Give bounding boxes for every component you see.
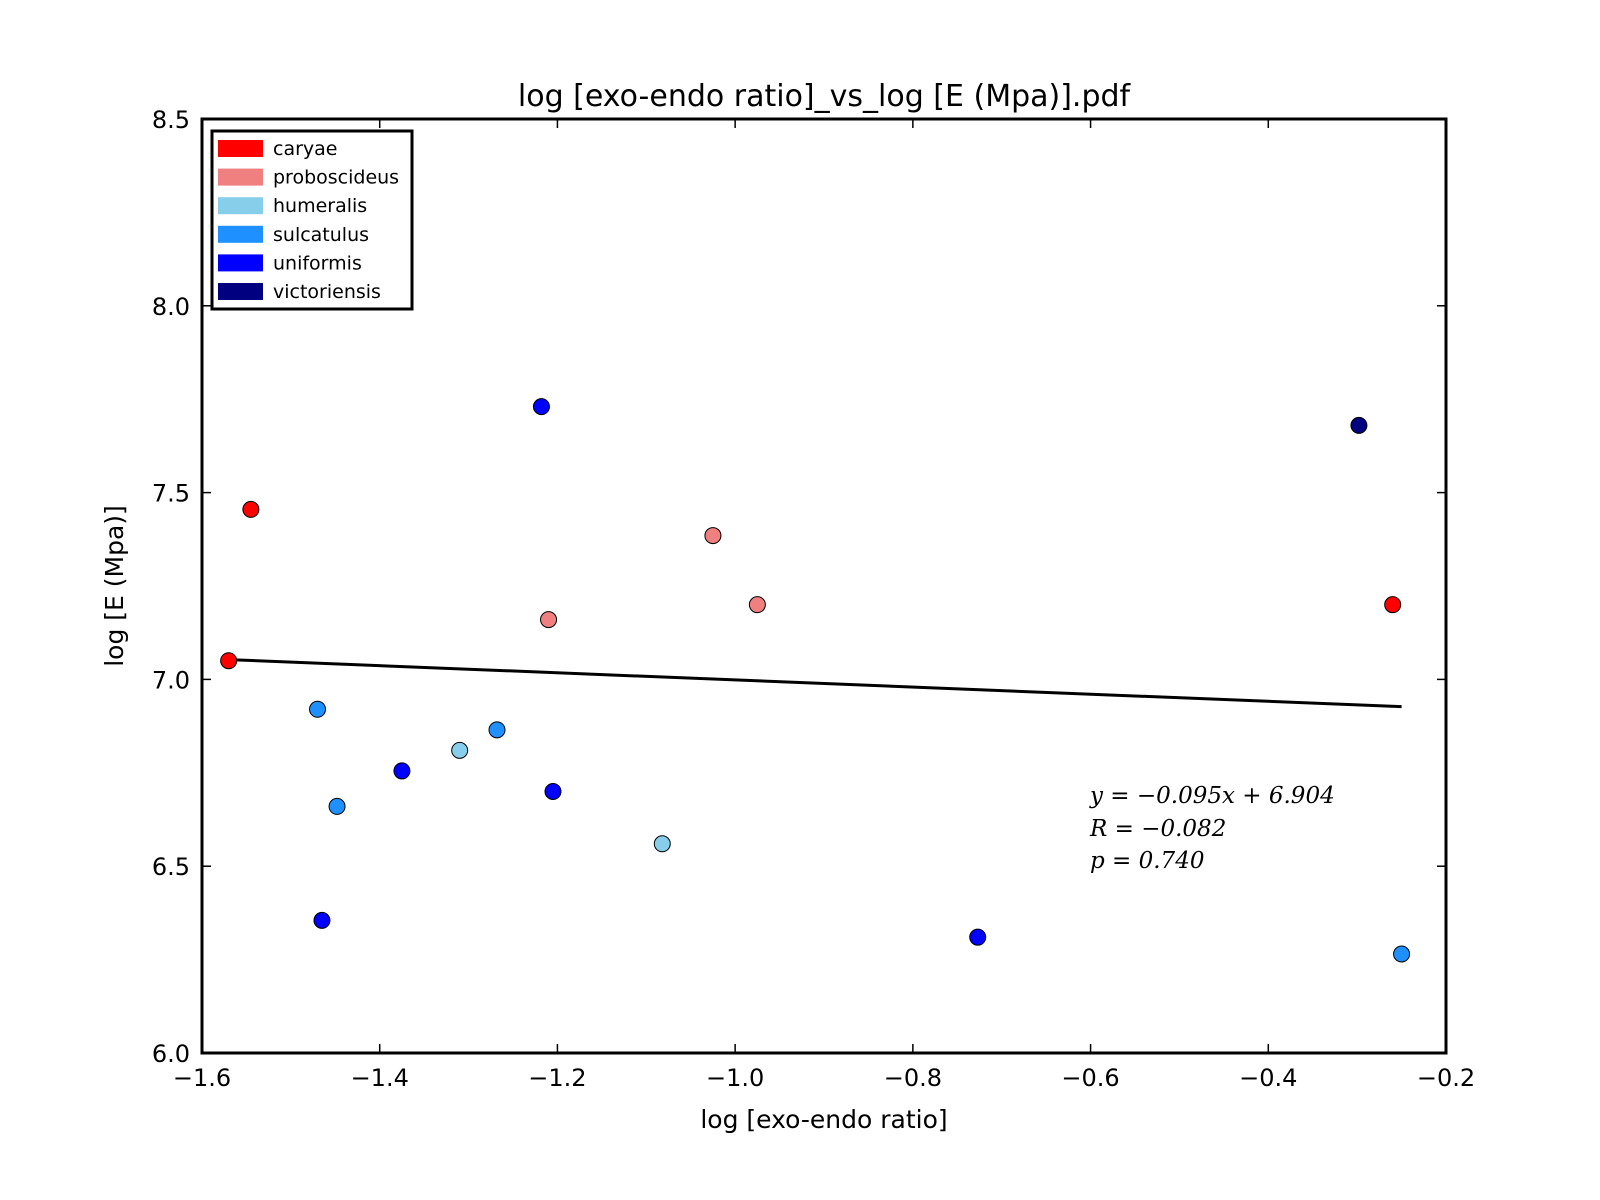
data-point-proboscideus xyxy=(748,596,766,614)
data-point-uniformis xyxy=(969,928,987,946)
x-axis-label: log [exo-endo ratio] xyxy=(700,1105,947,1134)
annotation-p-value: p = 0.740 xyxy=(1090,848,1204,874)
legend-label-victoriensis: victoriensis xyxy=(273,281,381,303)
legend: caryae proboscideus humeralis sulcatulus uni… xyxy=(210,129,414,311)
legend-swatch-caryae xyxy=(218,140,263,157)
plot-frame xyxy=(200,117,1448,1055)
data-point-sulcatulus xyxy=(328,797,346,815)
data-point-sulcatulus xyxy=(488,721,506,739)
y-axis-label: log [E (Mpa)] xyxy=(100,505,129,667)
x-tick-label: −1.4 xyxy=(351,1064,409,1092)
annotation-r-value: R = −0.082 xyxy=(1089,816,1226,842)
legend-swatch-uniformis xyxy=(218,254,263,272)
x-tick-label: −0.6 xyxy=(1061,1064,1119,1092)
data-point-sulcatulus xyxy=(1393,945,1411,963)
legend-label-proboscideus: proboscideus xyxy=(273,167,399,189)
data-point-caryae xyxy=(220,652,238,670)
data-point-humeralis xyxy=(451,741,469,759)
data-point-uniformis xyxy=(313,911,331,929)
scatter-points-layer xyxy=(220,398,1411,963)
annotation-equation: y = −0.095x + 6.904 xyxy=(1089,783,1335,809)
data-point-humeralis xyxy=(653,835,671,853)
y-tick-label: 6.5 xyxy=(152,853,190,881)
fit-line-layer xyxy=(228,658,1402,709)
y-tick-label: 7.0 xyxy=(152,666,190,694)
chart-title: log [exo-endo ratio]_vs_log [E (Mpa)].pd… xyxy=(518,79,1132,114)
data-point-caryae xyxy=(242,500,260,518)
x-tick-label: −1.0 xyxy=(706,1064,764,1092)
data-point-sulcatulus xyxy=(309,700,327,718)
legend-label-sulcatulus: sulcatulus xyxy=(273,224,369,246)
data-point-caryae xyxy=(1384,596,1402,614)
data-point-victoriensis xyxy=(1350,416,1368,434)
y-tick-label: 6.0 xyxy=(152,1040,190,1068)
data-point-uniformis xyxy=(393,762,411,780)
axis-ticks-layer: −1.6 −1.4 −1.2 −1.0 −0.8 −0.6 −0.4 −0.2 6.0 6.5 7.… xyxy=(152,106,1475,1092)
legend-box xyxy=(210,129,414,311)
legend-swatch-proboscideus xyxy=(218,168,263,186)
data-point-uniformis xyxy=(544,782,562,800)
legend-items: caryae proboscideus humeralis sulcatulus uni… xyxy=(218,138,399,303)
data-point-proboscideus xyxy=(540,611,558,629)
legend-label-uniformis: uniformis xyxy=(273,252,362,274)
data-point-uniformis xyxy=(532,398,550,416)
legend-swatch-sulcatulus xyxy=(218,225,263,243)
legend-label-caryae: caryae xyxy=(273,138,337,160)
regression-line xyxy=(228,658,1402,709)
x-tick-label: −0.8 xyxy=(884,1064,942,1092)
legend-swatch-victoriensis xyxy=(218,283,263,300)
y-tick-label: 8.5 xyxy=(152,106,190,134)
x-tick-label: −1.2 xyxy=(528,1064,586,1092)
x-tick-label: −0.4 xyxy=(1239,1064,1297,1092)
legend-swatch-humeralis xyxy=(218,197,263,215)
x-tick-label: −0.2 xyxy=(1417,1064,1475,1092)
x-tick-label: −1.6 xyxy=(173,1064,231,1092)
y-tick-label: 7.5 xyxy=(152,480,190,508)
legend-label-humeralis: humeralis xyxy=(273,195,367,217)
regression-annotation: y = −0.095x + 6.904 R = −0.082 p = 0.740 xyxy=(1089,783,1335,874)
data-point-proboscideus xyxy=(704,527,722,545)
y-tick-label: 8.0 xyxy=(152,293,190,321)
